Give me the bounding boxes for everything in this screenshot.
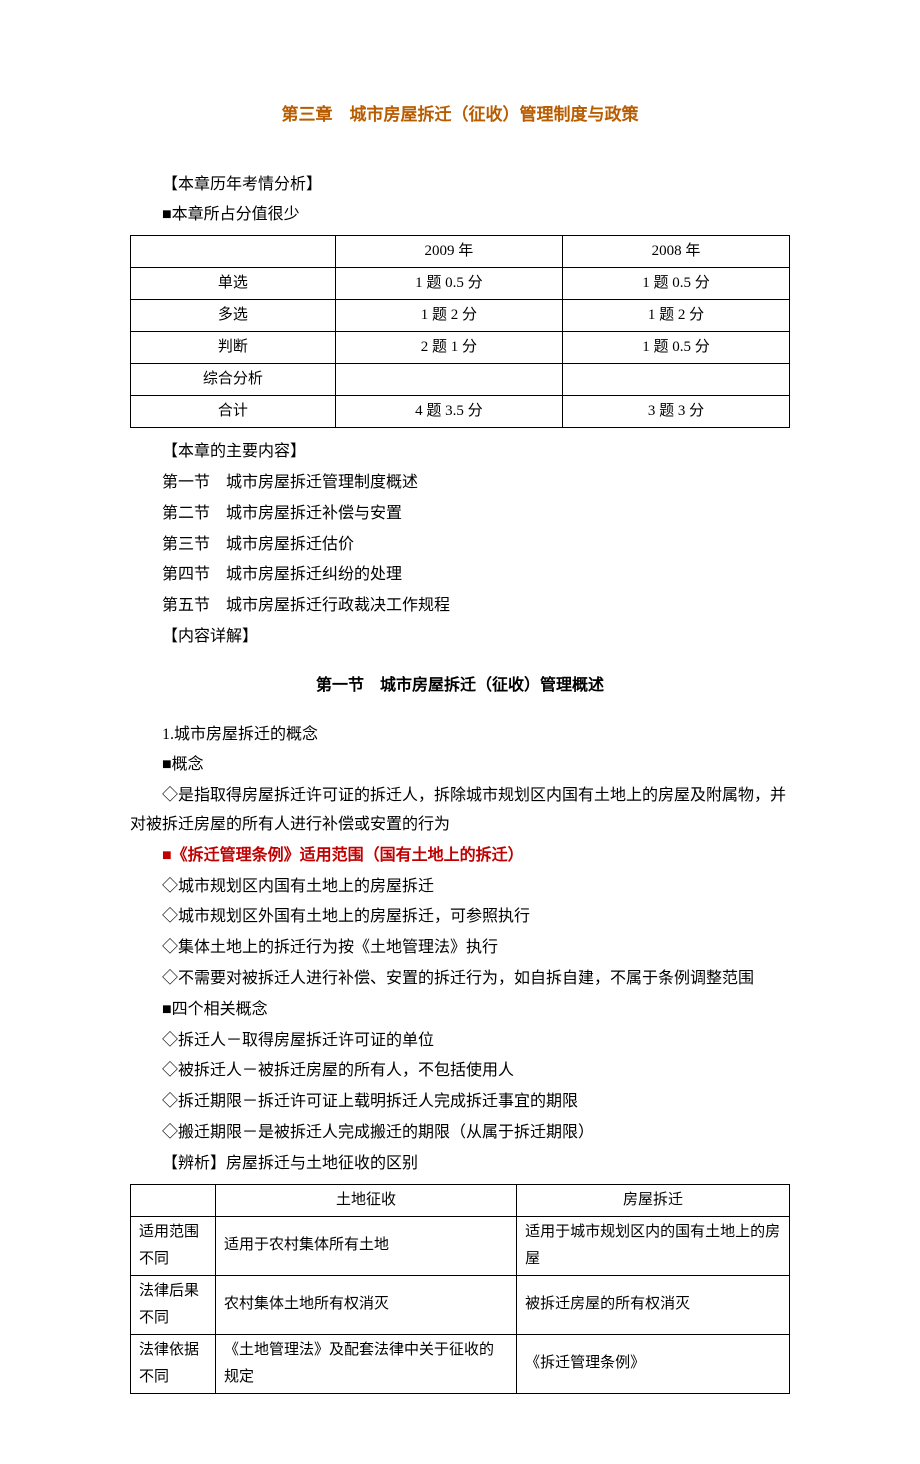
table-cell: 合计: [131, 396, 336, 428]
chapter-title: 第三章 城市房屋拆迁（征收）管理制度与政策: [130, 100, 790, 131]
table-cell: 3 题 3 分: [562, 396, 789, 428]
four-concepts-item: ◇被拆迁人－被拆迁房屋的所有人，不包括使用人: [130, 1057, 790, 1086]
scope-heading: ■《拆迁管理条例》适用范围（国有土地上的拆迁）: [130, 842, 790, 871]
table-row: 单选 1 题 0.5 分 1 题 0.5 分: [131, 268, 790, 300]
table-cell: 多选: [131, 300, 336, 332]
table-cell: 《拆迁管理条例》: [517, 1334, 790, 1393]
table-row: 多选 1 题 2 分 1 题 2 分: [131, 300, 790, 332]
main-content-item: 第二节 城市房屋拆迁补偿与安置: [130, 500, 790, 529]
main-content-item: 第五节 城市房屋拆迁行政裁决工作规程: [130, 592, 790, 621]
main-content-item: 第三节 城市房屋拆迁估价: [130, 531, 790, 560]
four-concepts-heading: ■四个相关概念: [130, 996, 790, 1025]
table-cell: 农村集体土地所有权消灭: [216, 1275, 517, 1334]
main-content-item: 第四节 城市房屋拆迁纠纷的处理: [130, 561, 790, 590]
table-row: 法律后果不同 农村集体土地所有权消灭 被拆迁房屋的所有权消灭: [131, 1275, 790, 1334]
table-cell: [562, 364, 789, 396]
table-cell: 适用范围不同: [131, 1216, 216, 1275]
table-cell: 2009 年: [335, 236, 562, 268]
exam-analysis-heading: 【本章历年考情分析】: [130, 171, 790, 200]
table-cell: 综合分析: [131, 364, 336, 396]
table-cell: [335, 364, 562, 396]
four-concepts-item: ◇拆迁人－取得房屋拆迁许可证的单位: [130, 1027, 790, 1056]
table-cell: 房屋拆迁: [517, 1184, 790, 1216]
scope-item: ◇城市规划区外国有土地上的房屋拆迁，可参照执行: [130, 903, 790, 932]
table-cell: 单选: [131, 268, 336, 300]
table-cell: 1 题 0.5 分: [335, 268, 562, 300]
four-concepts-item: ◇搬迁期限－是被拆迁人完成搬迁的期限（从属于拆迁期限）: [130, 1119, 790, 1148]
table-cell: 1 题 2 分: [562, 300, 789, 332]
table-row: 综合分析: [131, 364, 790, 396]
table-cell: 2008 年: [562, 236, 789, 268]
table-cell: 适用于农村集体所有土地: [216, 1216, 517, 1275]
table-cell: 适用于城市规划区内的国有土地上的房屋: [517, 1216, 790, 1275]
table-cell: 法律后果不同: [131, 1275, 216, 1334]
four-concepts-item: ◇拆迁期限－拆迁许可证上载明拆迁人完成拆迁事宜的期限: [130, 1088, 790, 1117]
table-row: 判断 2 题 1 分 1 题 0.5 分: [131, 332, 790, 364]
scope-item: ◇不需要对被拆迁人进行补偿、安置的拆迁行为，如自拆自建，不属于条例调整范围: [130, 965, 790, 994]
scope-item: ◇城市规划区内国有土地上的房屋拆迁: [130, 873, 790, 902]
table-row: 合计 4 题 3.5 分 3 题 3 分: [131, 396, 790, 428]
main-content-heading: 【本章的主要内容】: [130, 438, 790, 467]
table-cell: 法律依据不同: [131, 1334, 216, 1393]
table-row: 土地征收 房屋拆迁: [131, 1184, 790, 1216]
table-row: 法律依据不同 《土地管理法》及配套法律中关于征收的规定 《拆迁管理条例》: [131, 1334, 790, 1393]
table-cell: 4 题 3.5 分: [335, 396, 562, 428]
comparison-heading: 【辨析】房屋拆迁与土地征收的区别: [130, 1150, 790, 1179]
detail-note: 【内容详解】: [130, 623, 790, 652]
table-cell: [131, 236, 336, 268]
table-cell: 1 题 0.5 分: [562, 332, 789, 364]
scope-item: ◇集体土地上的拆迁行为按《土地管理法》执行: [130, 934, 790, 963]
table-cell: 1 题 2 分: [335, 300, 562, 332]
table-cell: 土地征收: [216, 1184, 517, 1216]
concept-label: ■概念: [130, 751, 790, 780]
exam-table: 2009 年 2008 年 单选 1 题 0.5 分 1 题 0.5 分 多选 …: [130, 235, 790, 428]
section-1-title: 第一节 城市房屋拆迁（征收）管理概述: [130, 672, 790, 701]
concept-num: 1.城市房屋拆迁的概念: [130, 721, 790, 750]
table-row: 2009 年 2008 年: [131, 236, 790, 268]
table-cell: 1 题 0.5 分: [562, 268, 789, 300]
table-cell: 判断: [131, 332, 336, 364]
concept-def: ◇是指取得房屋拆迁许可证的拆迁人，拆除城市规划区内国有土地上的房屋及附属物，并对…: [130, 782, 790, 840]
table-row: 适用范围不同 适用于农村集体所有土地 适用于城市规划区内的国有土地上的房屋: [131, 1216, 790, 1275]
table-cell: [131, 1184, 216, 1216]
table-cell: 2 题 1 分: [335, 332, 562, 364]
exam-analysis-note: ■本章所占分值很少: [130, 201, 790, 230]
table-cell: 《土地管理法》及配套法律中关于征收的规定: [216, 1334, 517, 1393]
main-content-item: 第一节 城市房屋拆迁管理制度概述: [130, 469, 790, 498]
comparison-table: 土地征收 房屋拆迁 适用范围不同 适用于农村集体所有土地 适用于城市规划区内的国…: [130, 1184, 790, 1394]
table-cell: 被拆迁房屋的所有权消灭: [517, 1275, 790, 1334]
